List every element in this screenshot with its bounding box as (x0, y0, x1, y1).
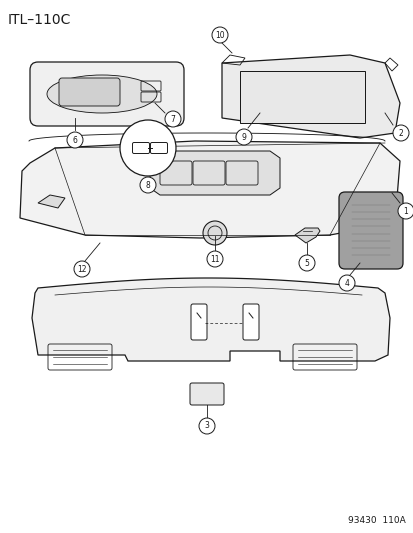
FancyBboxPatch shape (30, 62, 183, 126)
Circle shape (120, 120, 176, 176)
FancyBboxPatch shape (190, 304, 206, 340)
Ellipse shape (47, 75, 157, 113)
Text: 7: 7 (170, 115, 175, 124)
Circle shape (74, 261, 90, 277)
Polygon shape (221, 55, 399, 138)
Text: 5: 5 (304, 259, 309, 268)
Text: 1: 1 (403, 206, 407, 215)
Text: ITL–110C: ITL–110C (8, 13, 71, 27)
Polygon shape (20, 141, 399, 238)
FancyBboxPatch shape (190, 383, 223, 405)
Polygon shape (150, 151, 279, 195)
FancyBboxPatch shape (240, 71, 364, 123)
Text: 11: 11 (210, 254, 219, 263)
FancyBboxPatch shape (242, 304, 259, 340)
Circle shape (338, 275, 354, 291)
FancyBboxPatch shape (59, 78, 120, 106)
Text: 10: 10 (215, 30, 224, 39)
Text: 4: 4 (344, 279, 349, 287)
Circle shape (140, 177, 156, 193)
Text: 93430  110A: 93430 110A (347, 516, 405, 525)
Circle shape (206, 251, 223, 267)
Text: 3: 3 (204, 422, 209, 431)
Circle shape (67, 132, 83, 148)
Circle shape (199, 418, 214, 434)
Polygon shape (344, 197, 371, 211)
Polygon shape (38, 195, 65, 208)
Polygon shape (294, 228, 319, 243)
Circle shape (298, 255, 314, 271)
Circle shape (392, 125, 408, 141)
FancyBboxPatch shape (338, 192, 402, 269)
Text: 9: 9 (241, 133, 246, 141)
Polygon shape (32, 278, 389, 361)
Text: 12: 12 (77, 264, 87, 273)
Text: 8: 8 (145, 181, 150, 190)
Text: 2: 2 (398, 128, 402, 138)
Circle shape (202, 221, 226, 245)
Circle shape (165, 111, 180, 127)
Circle shape (397, 203, 413, 219)
Circle shape (211, 27, 228, 43)
Text: 6: 6 (72, 135, 77, 144)
Circle shape (235, 129, 252, 145)
